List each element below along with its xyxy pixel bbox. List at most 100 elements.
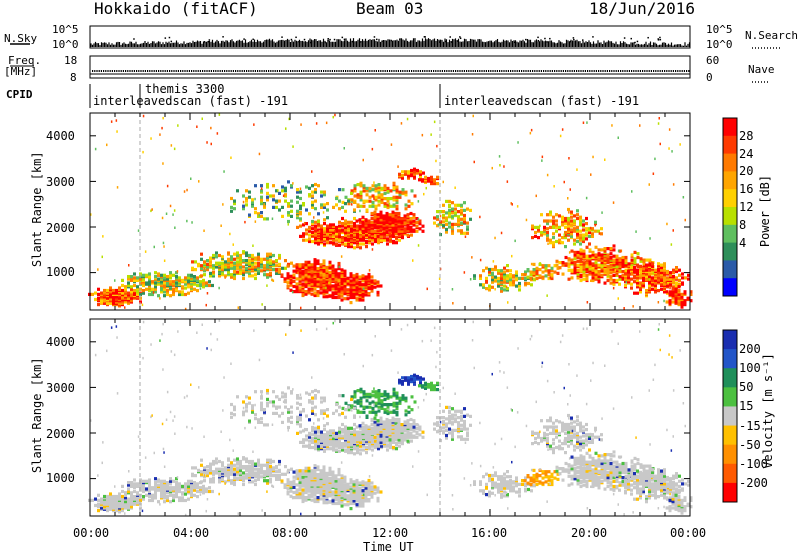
power-cell [175,275,178,279]
velocity-cell [236,476,239,480]
power-cell [642,276,645,280]
power-cell [576,225,579,229]
power-cell [266,252,269,256]
power-cell [245,196,248,201]
power-speckle [300,306,302,310]
power-cell [163,294,166,298]
power-cell [413,194,417,198]
power-cell [689,292,693,296]
power-cell [445,199,448,203]
velocity-cell [334,476,338,481]
power-cell [612,282,616,286]
power-cell [657,289,660,293]
velocity-cell [200,458,203,462]
power-cell [106,288,109,293]
power-cell [248,213,251,217]
velocity-cell [344,425,347,429]
xtick-0000-end: 00:00 [670,526,707,540]
power-speckle [169,204,172,208]
power-cell [200,274,203,278]
power-cell [331,291,335,295]
power-speckle [639,124,641,127]
velocity-cell [175,481,178,485]
velocity-cell [292,490,296,495]
power-cell [654,283,657,288]
xtick-1200: 12:00 [372,526,409,540]
velocity-cell [323,433,326,437]
power-cell [326,224,329,228]
power-speckle [299,187,302,190]
power-cell [184,280,187,284]
power-cell [546,222,549,226]
power-cell [547,264,551,268]
nsky-dot [164,37,167,39]
nsky-dot [537,39,540,42]
velocity-cell [298,480,302,484]
power-cell [296,188,299,192]
nsearch-tick-bottom: 10^0 [706,38,733,51]
power-cell [383,204,387,208]
power-speckle [500,231,503,235]
velocity-cell [374,439,377,443]
power-cell [579,223,582,227]
power-cell [364,293,368,297]
power-speckle [469,278,472,281]
power-cell [389,189,393,193]
power-speckle [546,294,548,297]
velocity-cell [184,498,187,503]
power-cell [320,230,323,235]
power-speckle [144,250,147,253]
power-cell [299,234,302,238]
power-cell [567,216,570,221]
power-cell [323,205,326,209]
power-cell [657,273,660,277]
power-cell [579,273,583,277]
velocity-cell [373,491,377,495]
power-cell [364,222,368,226]
power-cell [618,275,622,279]
velocity-cell [203,466,206,470]
power-cell [391,213,395,217]
power-speckle [94,147,97,151]
power-cell [305,222,308,226]
power-cell [142,291,145,295]
velocity-cell [352,501,356,506]
power-cell [403,220,407,224]
velocity-cell [257,475,260,479]
power-cell [320,224,323,228]
power-cell [564,236,567,240]
velocity-cell [379,438,383,442]
power-speckle [652,172,655,175]
velocity-cell [286,490,290,495]
power-cell [334,268,338,272]
power-cell [341,236,344,240]
power-speckle [196,125,198,128]
velocity-cell [341,434,344,438]
nsky-dot [569,40,572,43]
power-cell [308,193,311,197]
power-cell [543,219,546,223]
velocity-cell [392,445,395,450]
power-cell [301,293,305,298]
power-cell [506,274,509,278]
velocity-cell [313,470,317,474]
velocity-cell [187,484,190,488]
power-cell [181,278,184,282]
velocity-cell [401,442,404,446]
power-cell [550,269,554,273]
velocity-cell [331,490,335,494]
power-cell [463,201,466,205]
power-cell [287,219,290,224]
velocity-cell [338,449,341,453]
power-cell [550,273,554,277]
power-cell [482,269,485,273]
power-speckle [351,203,353,206]
velocity-cell [178,484,181,488]
power-cell [151,292,154,297]
power-cell [573,219,576,223]
velocity-cell [361,485,365,489]
power-cell [103,288,106,293]
power-cell [175,271,178,275]
power-cell [94,297,97,302]
power-speckle [322,211,325,214]
